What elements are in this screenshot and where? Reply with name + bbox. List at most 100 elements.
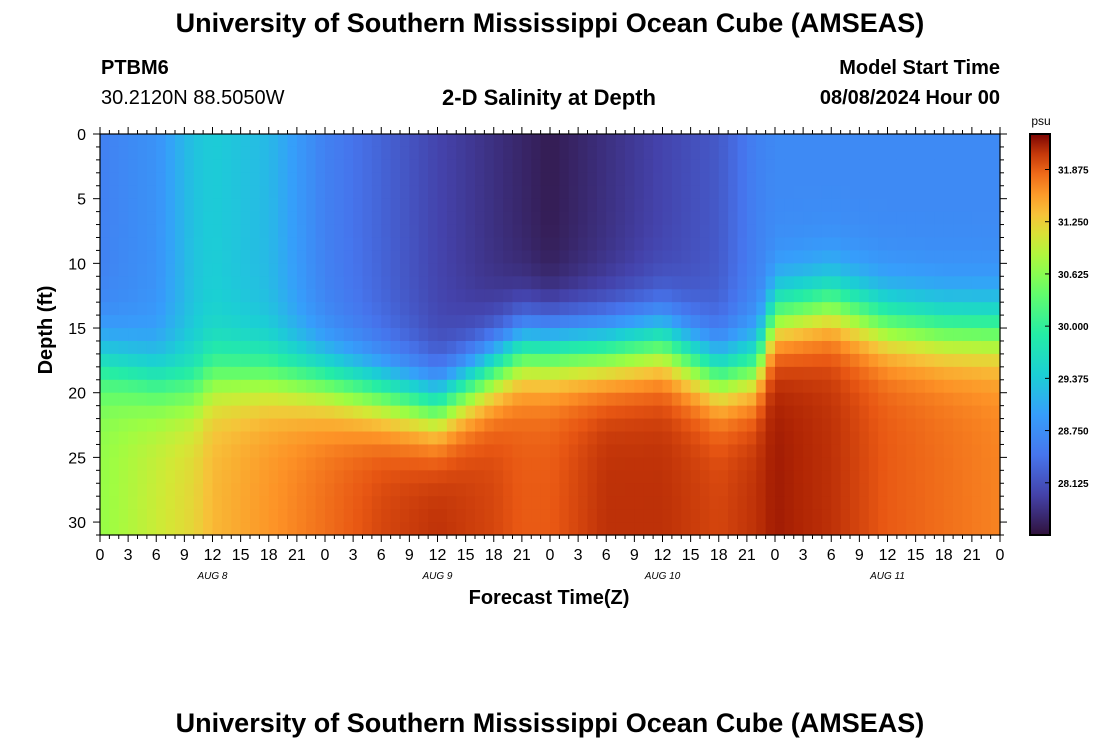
- heatmap-cell: [306, 483, 317, 497]
- heatmap-cell: [203, 198, 214, 213]
- heatmap-cell: [381, 159, 392, 174]
- heatmap-cell: [568, 509, 579, 523]
- heatmap-cell: [521, 444, 532, 458]
- heatmap-cell: [850, 496, 860, 510]
- heatmap-cell: [868, 198, 879, 213]
- heatmap-cell: [259, 379, 270, 394]
- heatmap-cell: [109, 159, 120, 174]
- heatmap-cell: [540, 470, 551, 484]
- heatmap-cell: [990, 509, 1001, 523]
- heatmap-cell: [700, 211, 710, 226]
- heatmap-cell: [793, 392, 804, 407]
- heatmap-cell: [559, 237, 570, 252]
- heatmap-cell: [259, 172, 270, 187]
- heatmap-cell: [878, 431, 889, 446]
- heatmap-cell: [568, 302, 579, 316]
- heatmap-cell: [503, 470, 514, 484]
- heatmap-cell: [728, 457, 739, 471]
- heatmap-cell: [428, 328, 439, 342]
- heatmap-cell: [531, 159, 542, 174]
- heatmap-cell: [728, 302, 739, 316]
- heatmap-cell: [475, 392, 485, 407]
- heatmap-cell: [456, 211, 467, 226]
- heatmap-cell: [728, 289, 739, 303]
- heatmap-cell: [681, 237, 692, 252]
- heatmap-cell: [587, 211, 598, 226]
- heatmap-cell: [831, 198, 842, 213]
- heatmap-cell: [203, 185, 214, 200]
- heatmap-cell: [625, 457, 635, 471]
- heatmap-cell: [268, 431, 279, 446]
- heatmap-cell: [775, 276, 785, 290]
- heatmap-cell: [559, 134, 570, 148]
- heatmap-cell: [100, 379, 110, 394]
- heatmap-cell: [990, 483, 1001, 497]
- heatmap-cell: [100, 457, 110, 471]
- heatmap-cell: [175, 444, 185, 458]
- heatmap-cell: [409, 224, 420, 239]
- heatmap-cell: [409, 379, 420, 394]
- heatmap-cell: [184, 483, 195, 497]
- heatmap-cell: [934, 392, 945, 407]
- heatmap-cell: [962, 328, 973, 342]
- heatmap-cell: [512, 315, 523, 329]
- heatmap-cell: [212, 198, 223, 213]
- heatmap-cell: [775, 146, 785, 161]
- heatmap-cell: [381, 379, 392, 394]
- heatmap-cell: [746, 418, 757, 433]
- heatmap-cell: [381, 146, 392, 161]
- heatmap-cell: [371, 392, 382, 407]
- heatmap-cell: [568, 224, 579, 239]
- heatmap-cell: [446, 315, 457, 329]
- heatmap-cell: [821, 237, 832, 252]
- heatmap-cell: [859, 444, 870, 458]
- heatmap-cell: [578, 340, 589, 355]
- heatmap-cell: [100, 431, 110, 446]
- heatmap-cell: [953, 146, 964, 161]
- heatmap-cell: [953, 496, 964, 510]
- heatmap-cell: [653, 366, 664, 381]
- heatmap-cell: [203, 392, 214, 407]
- heatmap-cell: [671, 405, 682, 420]
- heatmap-cell: [100, 353, 110, 368]
- heatmap-cell: [390, 289, 401, 303]
- heatmap-cell: [803, 444, 814, 458]
- heatmap-cell: [203, 146, 214, 161]
- heatmap-cell: [418, 211, 429, 226]
- heatmap-cell: [521, 509, 532, 523]
- heatmap-cell: [250, 444, 260, 458]
- heatmap-cell: [146, 340, 157, 355]
- heatmap-cell: [981, 392, 992, 407]
- heatmap-cell: [390, 418, 401, 433]
- heatmap-cell: [859, 340, 870, 355]
- heatmap-cell: [981, 134, 992, 148]
- heatmap-cell: [756, 522, 767, 536]
- heatmap-cell: [925, 366, 935, 381]
- heatmap-cell: [775, 366, 785, 381]
- heatmap-cell: [278, 405, 289, 420]
- heatmap-cell: [512, 172, 523, 187]
- heatmap-cell: [212, 172, 223, 187]
- heatmap-cell: [465, 379, 476, 394]
- heatmap-cell: [428, 405, 439, 420]
- heatmap-cell: [887, 159, 898, 174]
- heatmap-cell: [943, 392, 954, 407]
- heatmap-cell: [784, 457, 795, 471]
- heatmap-cell: [756, 418, 767, 433]
- heatmap-cell: [343, 353, 354, 368]
- heatmap-cell: [765, 159, 776, 174]
- heatmap-cell: [390, 315, 401, 329]
- heatmap-cell: [278, 250, 289, 264]
- x-tick-label: 3: [799, 547, 808, 564]
- heatmap-cell: [878, 509, 889, 523]
- heatmap-cell: [409, 263, 420, 277]
- heatmap-cell: [746, 328, 757, 342]
- heatmap-cell: [475, 276, 485, 290]
- heatmap-cell: [156, 392, 167, 407]
- heatmap-cell: [953, 522, 964, 536]
- heatmap-cell: [943, 470, 954, 484]
- heatmap-cell: [756, 250, 767, 264]
- heatmap-cell: [287, 185, 298, 200]
- heatmap-cell: [118, 353, 129, 368]
- heatmap-cell: [409, 315, 420, 329]
